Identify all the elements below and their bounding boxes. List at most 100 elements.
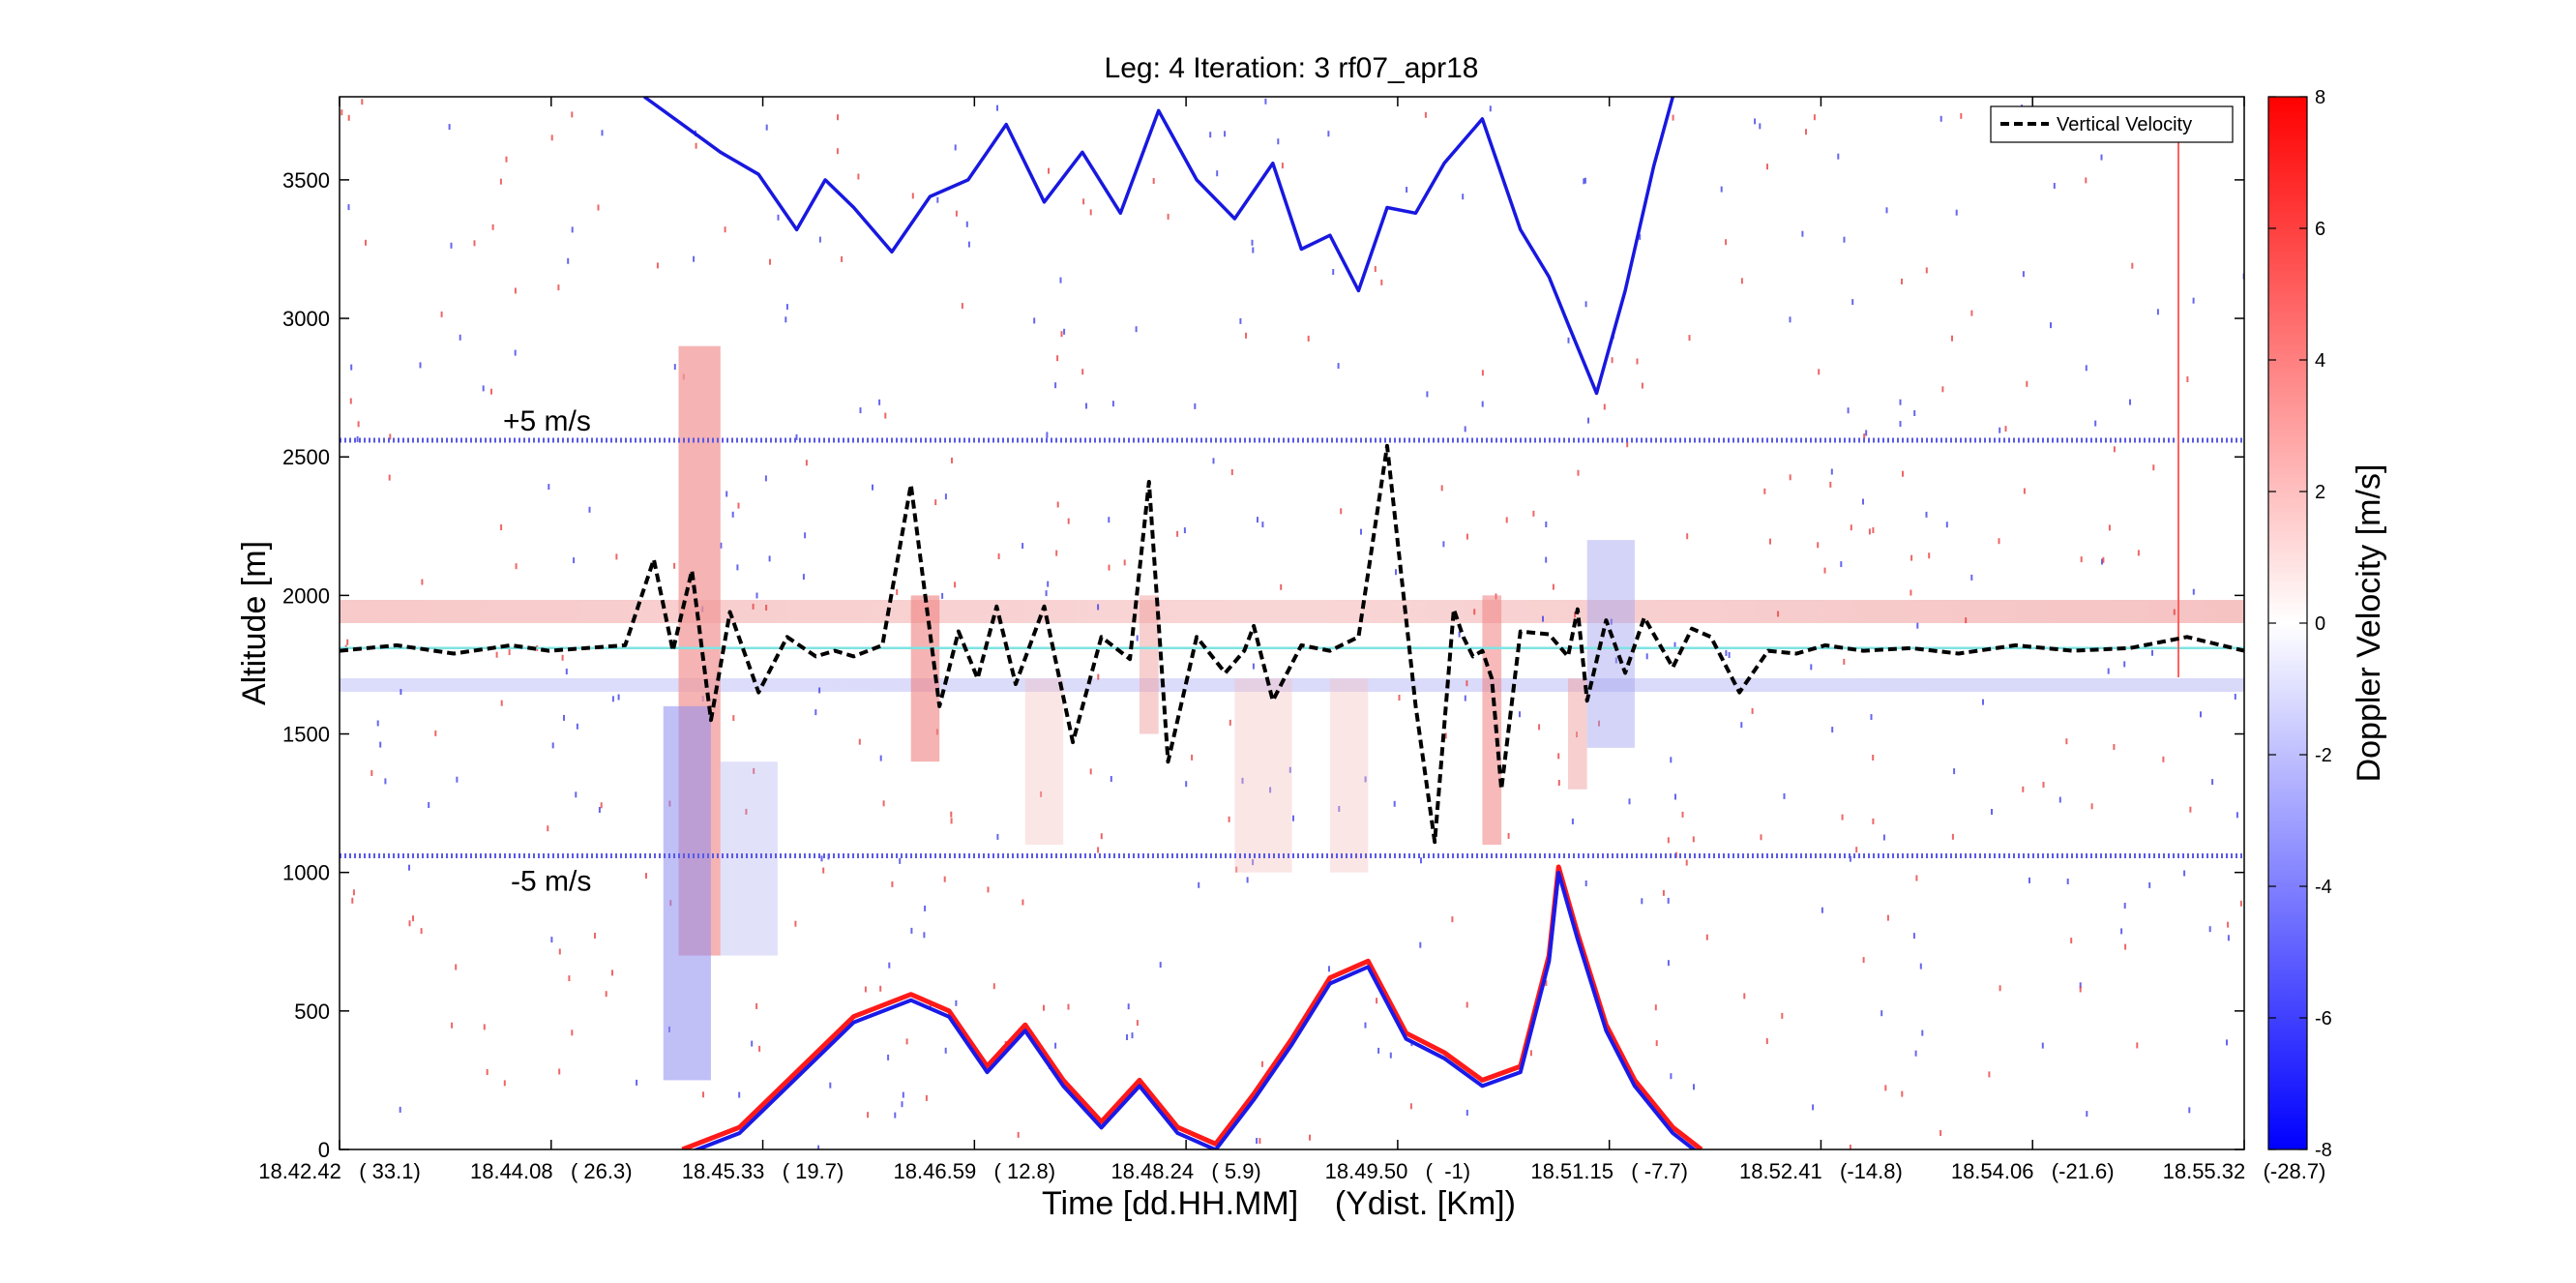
speck xyxy=(1831,727,1834,733)
speck xyxy=(1135,326,1138,333)
speck xyxy=(1574,612,1577,618)
speck xyxy=(837,114,839,121)
speck xyxy=(738,1091,741,1098)
speck xyxy=(1054,382,1057,389)
speck xyxy=(1067,518,1070,524)
speck xyxy=(1097,847,1100,853)
speck xyxy=(1364,1022,1367,1029)
speck xyxy=(2058,796,2061,803)
cb-tick-label-6: 4 xyxy=(2315,350,2325,372)
speck xyxy=(1921,1029,1924,1036)
speck xyxy=(872,484,873,491)
speck xyxy=(1136,635,1139,642)
speck xyxy=(1176,530,1179,537)
speck xyxy=(2136,1042,2139,1049)
speck xyxy=(814,709,817,716)
speck xyxy=(420,928,423,935)
speck xyxy=(495,651,498,658)
y-tick-label-6: 3000 xyxy=(282,307,330,331)
speck xyxy=(2124,943,2127,950)
speck xyxy=(551,742,554,749)
speck xyxy=(1912,933,1915,940)
speck xyxy=(1097,604,1100,611)
echo-streak-9 xyxy=(1234,678,1292,873)
speck xyxy=(482,385,485,392)
speck xyxy=(1899,421,1902,427)
speck xyxy=(448,124,451,131)
speck xyxy=(944,1047,947,1054)
echo-streak-8 xyxy=(1024,678,1064,846)
echo-streak-7 xyxy=(1586,540,1635,748)
speck xyxy=(878,399,881,405)
speck xyxy=(1505,517,1508,523)
speck xyxy=(1292,815,1294,821)
speck xyxy=(1338,806,1341,812)
x-tick-label-8: 18.54.06 (-21.6) xyxy=(1951,1159,2115,1183)
y-axis-label: Altitude [m] xyxy=(236,541,273,705)
speck xyxy=(1269,787,1272,793)
speck xyxy=(901,1101,903,1108)
speck xyxy=(1056,355,1059,362)
speck xyxy=(1725,649,1728,656)
colorbar-label: Doppler Velocity [m/s] xyxy=(2351,464,2387,783)
speck xyxy=(955,210,958,217)
speck xyxy=(841,255,844,262)
speck xyxy=(1462,194,1465,200)
speck xyxy=(794,920,797,927)
x-tick-label-9: 18.55.32 (-28.7) xyxy=(2163,1159,2326,1183)
speck xyxy=(732,715,735,722)
x-tick-label-5: 18.49.50 ( -1) xyxy=(1325,1159,1470,1183)
speck xyxy=(1740,278,1743,284)
speck xyxy=(822,867,825,874)
speck xyxy=(1245,332,1247,339)
speck xyxy=(941,592,944,599)
speck xyxy=(1841,814,1844,821)
speck xyxy=(724,226,726,233)
speck xyxy=(857,173,860,180)
speck xyxy=(499,178,502,185)
speck xyxy=(1884,1085,1887,1091)
speck xyxy=(1840,561,1843,568)
x-tick-label-6: 18.51.15 ( -7.7) xyxy=(1530,1159,1688,1183)
speck xyxy=(864,986,867,993)
speck xyxy=(1419,941,1422,948)
x-tick-label-1: 18.44.08 ( 26.3) xyxy=(470,1159,633,1183)
echo-streak-6 xyxy=(1568,678,1587,790)
speck xyxy=(894,1112,897,1119)
speck xyxy=(1542,615,1544,622)
speck xyxy=(1863,433,1866,439)
speck xyxy=(389,433,392,440)
speck xyxy=(2188,1107,2191,1114)
speck xyxy=(1951,335,1953,342)
speck xyxy=(1152,178,1155,184)
speck xyxy=(656,262,659,269)
speck xyxy=(1398,695,1401,701)
speck xyxy=(573,557,576,564)
speck xyxy=(1655,1040,1658,1047)
speck xyxy=(1783,792,1786,799)
speck xyxy=(1048,167,1050,174)
y-tick-label-2: 1000 xyxy=(282,861,330,885)
speck xyxy=(1545,980,1548,986)
speck xyxy=(1789,474,1791,481)
speck xyxy=(514,287,517,294)
speck xyxy=(1910,554,1913,561)
speck xyxy=(1123,559,1126,566)
speck xyxy=(2192,588,2195,595)
speck xyxy=(1264,98,1267,104)
speck xyxy=(2239,900,2242,907)
ref-line-label-1: -5 m/s xyxy=(511,866,591,898)
cb-tick-label-5: 2 xyxy=(2315,482,2325,503)
speck xyxy=(2227,935,2230,941)
speck xyxy=(910,927,913,934)
speck xyxy=(2101,558,2103,565)
speck xyxy=(451,1022,454,1029)
speck xyxy=(1692,836,1695,843)
speck xyxy=(597,204,600,211)
speck xyxy=(1872,755,1875,761)
speck xyxy=(1557,780,1560,786)
speck xyxy=(455,964,458,970)
speck xyxy=(1395,569,1397,576)
speck xyxy=(967,241,970,248)
speck xyxy=(1626,441,1629,448)
